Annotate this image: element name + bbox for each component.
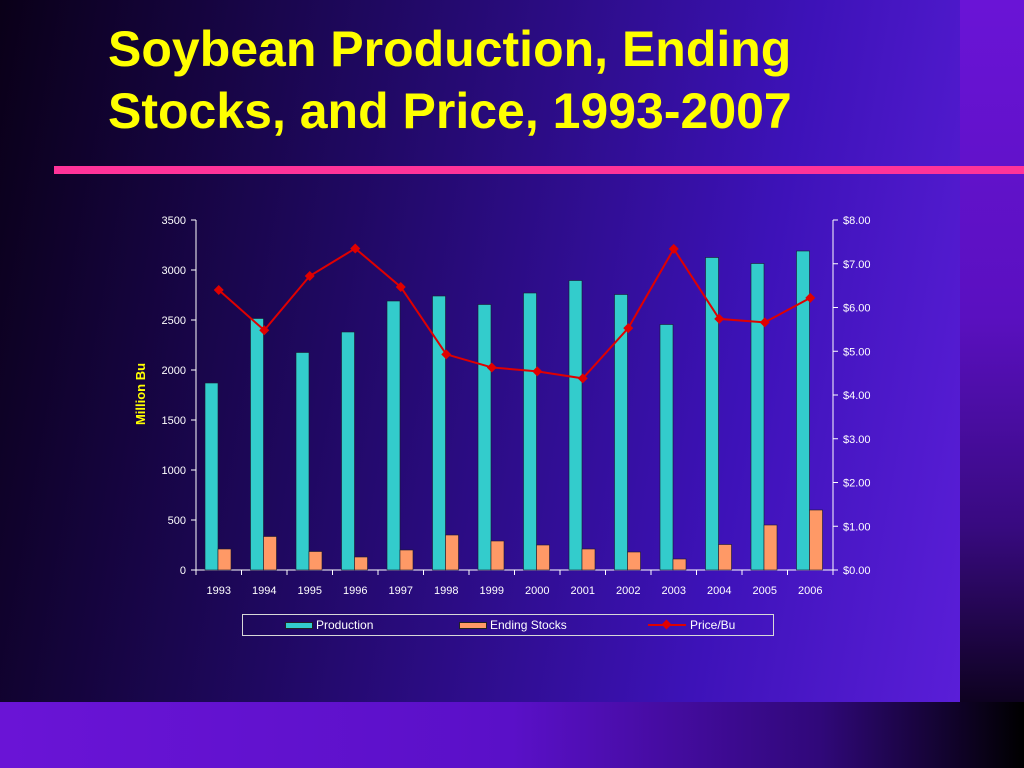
production-bar xyxy=(614,294,628,571)
y-tick-label-right: $2.00 xyxy=(843,478,871,490)
y-tick-label-left: 3500 xyxy=(162,215,186,227)
ending-stocks-bar xyxy=(536,544,550,571)
x-tick-label: 1994 xyxy=(252,585,276,597)
x-tick-label: 2002 xyxy=(616,585,640,597)
chart-legend: Production Ending Stocks Price/Bu xyxy=(242,614,774,636)
title-line-2: Stocks, and Price, 1993-2007 xyxy=(108,83,792,139)
x-tick-label: 2004 xyxy=(707,585,731,597)
bottom-decorative-band xyxy=(0,702,1024,768)
legend-swatch-ending-stocks xyxy=(459,621,487,629)
ending-stocks-bar xyxy=(354,556,368,571)
y-tick-label-left: 500 xyxy=(168,515,186,527)
legend-label-production: Production xyxy=(316,618,374,632)
x-tick-label: 1995 xyxy=(298,585,322,597)
x-tick-label: 1999 xyxy=(480,585,504,597)
production-bar xyxy=(432,295,446,571)
price-point xyxy=(395,281,406,292)
production-bar xyxy=(204,382,219,571)
price-point xyxy=(714,313,725,324)
y-tick-label-right: $3.00 xyxy=(843,434,871,446)
price-point xyxy=(441,349,452,360)
production-bar xyxy=(386,300,401,571)
legend-label-ending-stocks: Ending Stocks xyxy=(490,618,567,632)
production-bar xyxy=(523,292,537,571)
ending-stocks-bar xyxy=(763,524,778,571)
y-tick-label-left: 0 xyxy=(180,565,186,577)
price-point xyxy=(532,366,543,377)
ending-stocks-bar xyxy=(263,536,277,571)
production-bar xyxy=(659,324,674,571)
price-point xyxy=(259,325,270,336)
price-point xyxy=(577,373,588,384)
y-tick-label-left: 1500 xyxy=(162,415,186,427)
y-tick-label-right: $1.00 xyxy=(843,521,871,533)
y-axis-title: Million Bu xyxy=(133,363,148,425)
x-tick-label: 2000 xyxy=(525,585,549,597)
ending-stocks-bar xyxy=(809,509,823,571)
price-point xyxy=(805,292,816,303)
x-tick-label: 1998 xyxy=(434,585,458,597)
y-tick-label-left: 2000 xyxy=(162,365,186,377)
soybean-chart: Million Bu 0 500 1000 1500 2000 2500 3000 3500 $… xyxy=(133,215,871,597)
production-bar xyxy=(568,280,583,571)
y-tick-label-left: 3000 xyxy=(162,265,186,277)
ending-stocks-bar xyxy=(490,540,505,571)
y-tick-label-right: $0.00 xyxy=(843,565,871,577)
x-tick-label: 2006 xyxy=(798,585,822,597)
price-point xyxy=(213,285,224,295)
x-tick-label: 2005 xyxy=(753,585,777,597)
title-line-1: Soybean Production, Ending xyxy=(108,21,792,77)
x-tick-label: 1997 xyxy=(389,585,413,597)
legend-item-price: Price/Bu xyxy=(648,618,735,632)
production-bar xyxy=(295,352,310,571)
price-point xyxy=(350,243,361,254)
legend-swatch-production xyxy=(285,621,313,629)
y-tick-label-left: 1000 xyxy=(162,465,186,477)
legend-item-ending-stocks: Ending Stocks xyxy=(459,618,567,632)
production-bar xyxy=(341,331,355,571)
price-point xyxy=(623,323,634,334)
price-point xyxy=(668,243,679,254)
price-point xyxy=(486,362,497,373)
y-tick-label-left: 2500 xyxy=(162,315,186,327)
ending-stocks-bar xyxy=(627,551,641,571)
x-tick-label: 2001 xyxy=(571,585,595,597)
production-bar xyxy=(477,304,492,571)
y-tick-label-right: $4.00 xyxy=(843,390,871,402)
ending-stocks-bar xyxy=(217,548,232,571)
ending-stocks-bar xyxy=(718,544,732,571)
x-tick-label: 2003 xyxy=(662,585,686,597)
ending-stocks-bar xyxy=(672,558,687,571)
ending-stocks-bar xyxy=(399,549,414,571)
legend-item-production: Production xyxy=(285,618,373,632)
ending-stocks-bar xyxy=(581,548,596,571)
ending-stocks-bar xyxy=(308,551,323,571)
production-bar xyxy=(750,263,765,571)
production-bar xyxy=(250,318,264,571)
price-point xyxy=(304,271,315,281)
legend-label-price: Price/Bu xyxy=(690,618,736,632)
y-tick-label-right: $5.00 xyxy=(843,346,871,358)
ending-stocks-bar xyxy=(445,534,459,571)
x-tick-label: 1993 xyxy=(207,585,231,597)
x-tick-label: 1996 xyxy=(343,585,367,597)
slide-title: Soybean Production, Ending Stocks, and P… xyxy=(108,18,928,142)
y-tick-label-right: $6.00 xyxy=(843,303,871,315)
legend-swatch-price xyxy=(648,620,686,630)
price-line xyxy=(218,246,811,380)
y-tick-label-right: $8.00 xyxy=(843,215,871,227)
price-point xyxy=(759,317,770,328)
y-tick-label-right: $7.00 xyxy=(843,259,871,271)
production-bar xyxy=(705,257,719,571)
right-decorative-band xyxy=(960,0,1024,702)
production-bar xyxy=(796,250,810,571)
title-divider xyxy=(54,166,1024,174)
